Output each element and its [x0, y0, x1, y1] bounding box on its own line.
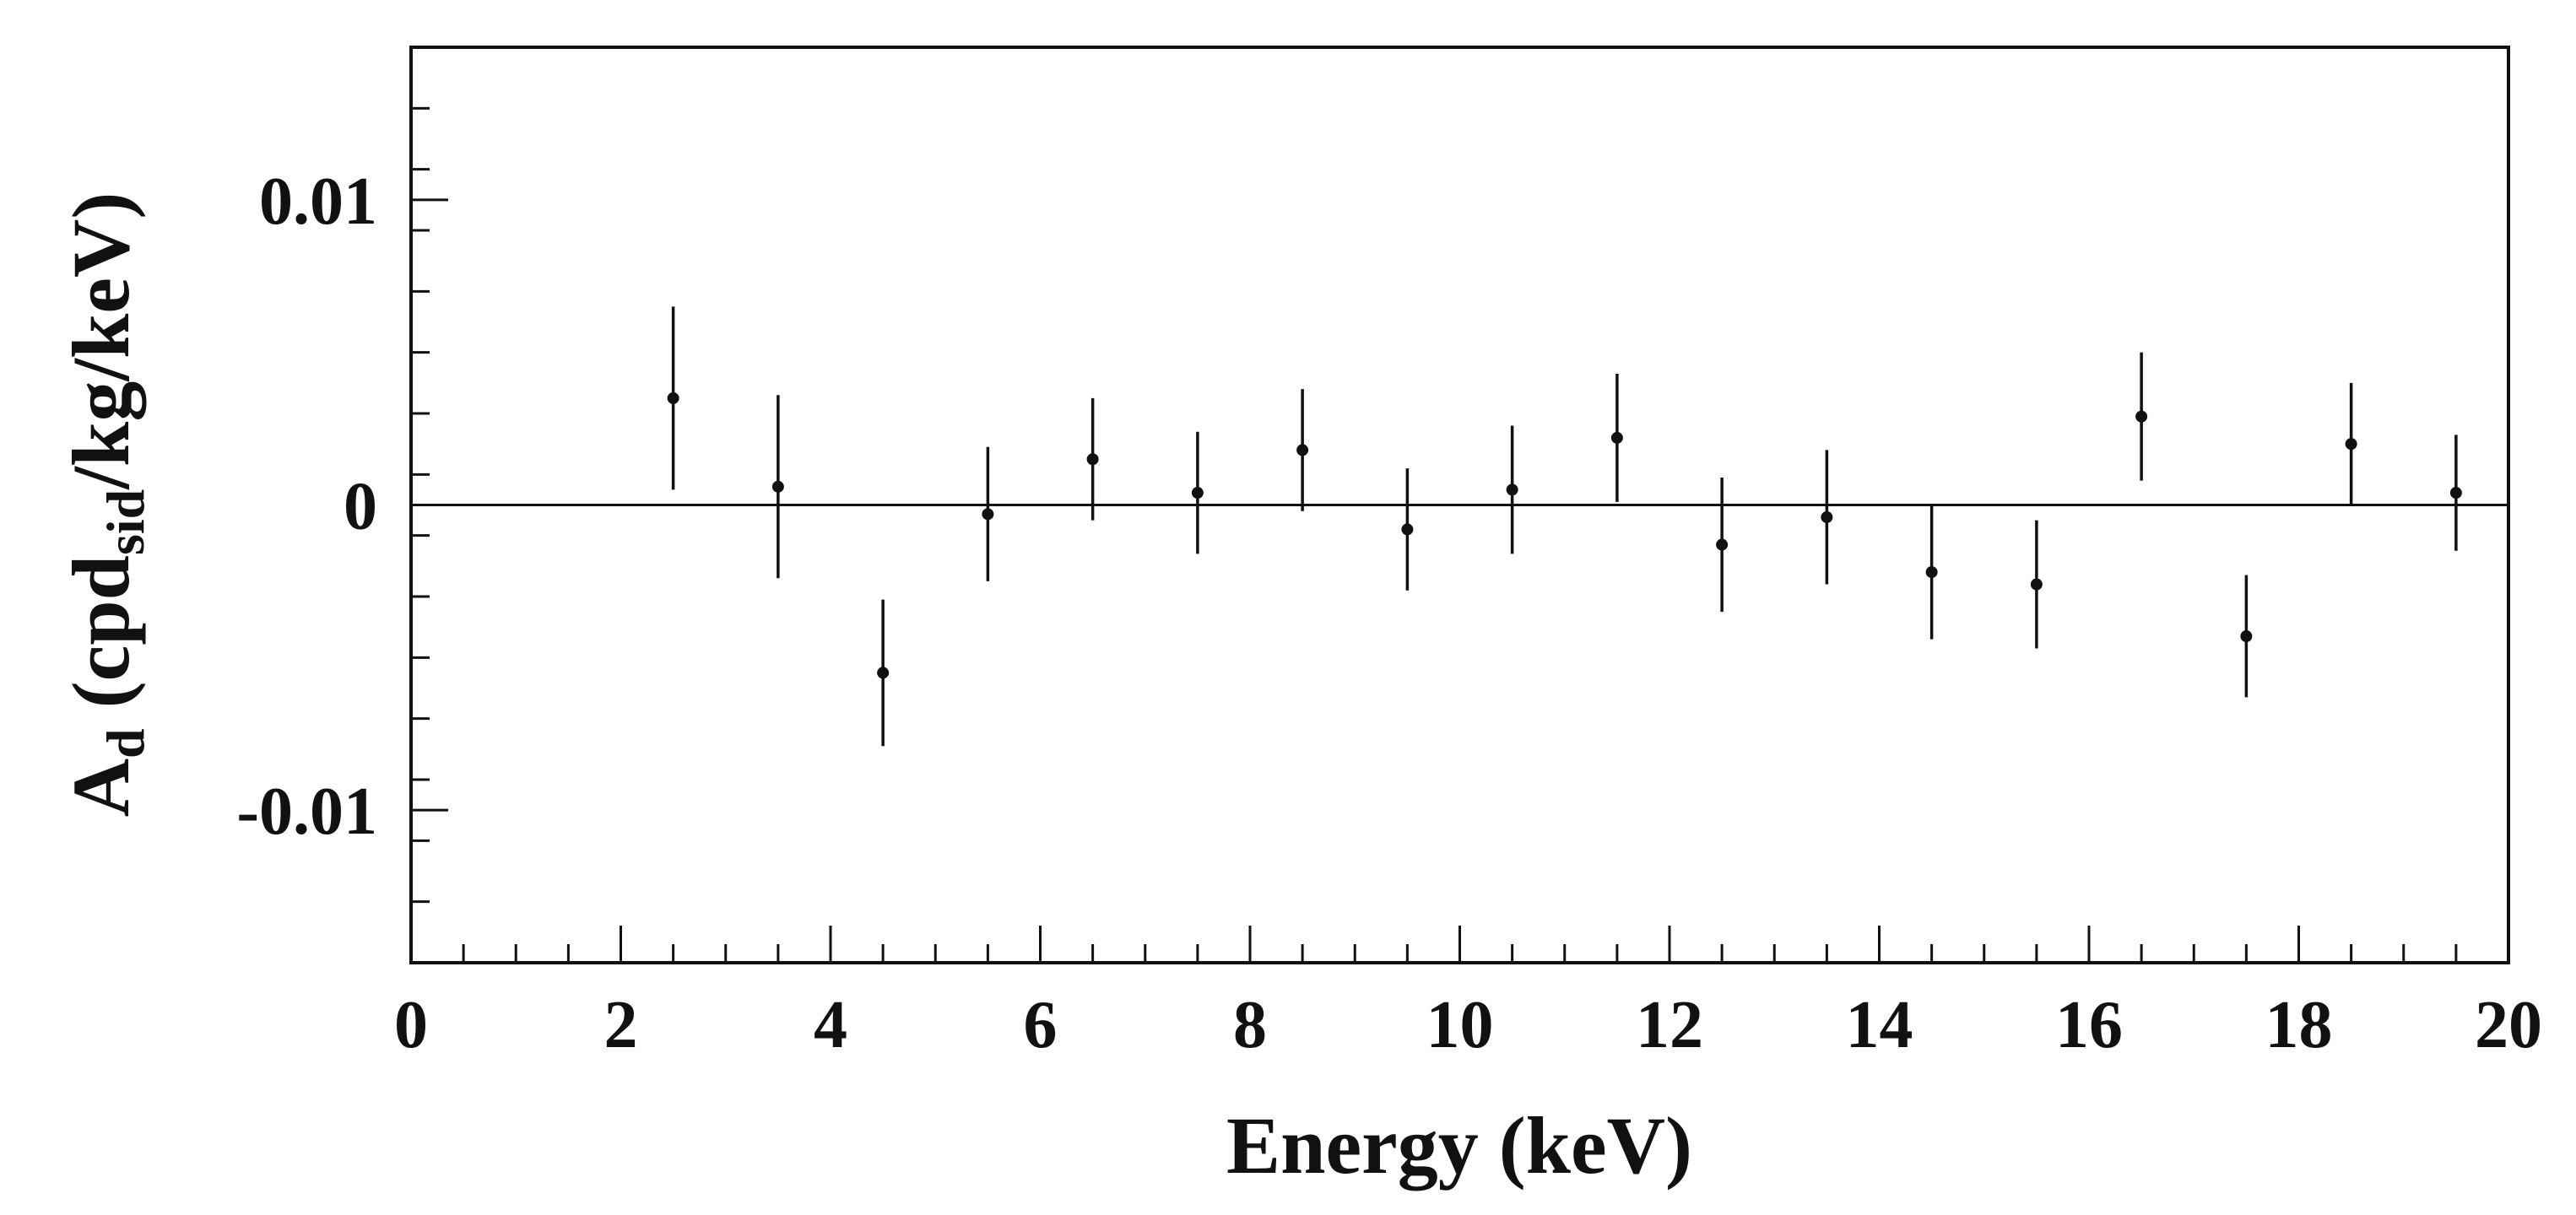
x-axis-title: Energy (keV) — [1226, 1100, 1692, 1191]
x-tick-label: 8 — [1233, 988, 1267, 1062]
data-point — [1821, 510, 1833, 523]
data-markers — [667, 392, 2462, 679]
data-point — [1191, 487, 1204, 500]
data-point — [1296, 444, 1309, 456]
major-ticks — [409, 198, 2510, 963]
data-point — [982, 508, 994, 521]
x-tick-labels: 0 2 4 6 8 10 12 14 16 18 20 — [394, 988, 2542, 1062]
x-tick-label: 10 — [1426, 988, 1494, 1062]
data-point — [2345, 438, 2357, 451]
y-axis-title: Ad (cpdsid/kg/keV) — [56, 192, 155, 818]
data-point — [1925, 566, 1938, 579]
data-point — [1506, 483, 1518, 496]
data-point — [877, 667, 890, 679]
y-tick-label: 0.01 — [259, 165, 377, 239]
minor-ticks — [411, 46, 2458, 964]
y-axis-title-main-subscript: d — [95, 728, 155, 759]
x-tick-label: 18 — [2265, 988, 2333, 1062]
data-point — [2030, 578, 2043, 591]
x-tick-label: 14 — [1846, 988, 1913, 1062]
x-tick-label: 20 — [2475, 988, 2542, 1062]
y-axis-title-unit-open: (cpd — [56, 555, 146, 728]
y-tick-label: -0.01 — [236, 775, 377, 849]
data-point — [1401, 523, 1414, 536]
x-tick-label: 16 — [2055, 988, 2123, 1062]
error-bars — [671, 306, 2458, 747]
data-point — [1610, 431, 1623, 444]
data-point — [771, 480, 784, 493]
y-tick-labels: 0.01 0 -0.01 — [236, 165, 377, 849]
data-point — [667, 392, 679, 404]
x-tick-label: 12 — [1636, 988, 1703, 1062]
data-point — [1716, 538, 1729, 551]
y-tick-label: 0 — [344, 470, 377, 544]
x-tick-label: 6 — [1024, 988, 1058, 1062]
data-point — [2135, 410, 2148, 423]
y-axis-title-unit-subscript: sid — [95, 489, 155, 555]
y-axis-title-unit-close: /kg/keV) — [56, 192, 146, 490]
data-point — [2449, 487, 2462, 500]
x-tick-label: 4 — [814, 988, 847, 1062]
y-axis-title-main: A — [56, 759, 146, 817]
data-point — [2240, 630, 2253, 643]
x-tick-label: 2 — [604, 988, 638, 1062]
x-tick-label: 0 — [394, 988, 428, 1062]
data-point — [1086, 453, 1099, 466]
